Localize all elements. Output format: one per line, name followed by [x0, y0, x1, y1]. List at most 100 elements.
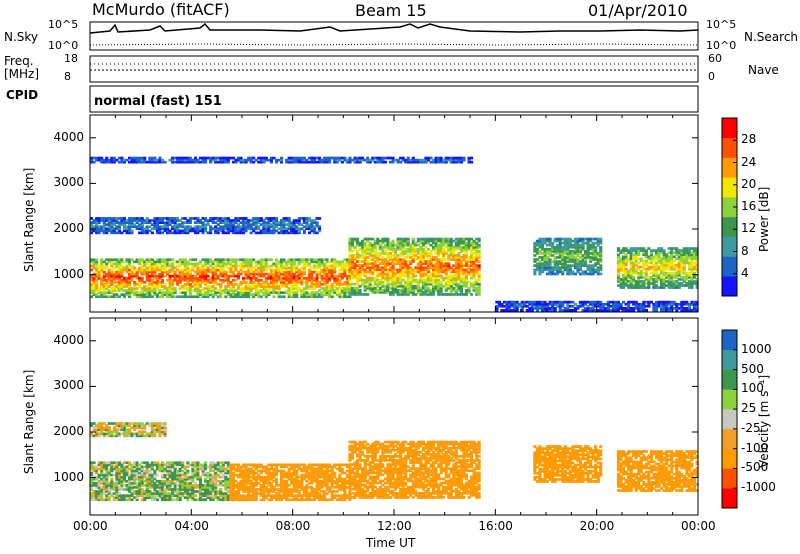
echo-cell [102, 484, 106, 487]
echo-cell [401, 284, 405, 288]
echo-cell [538, 300, 542, 304]
echo-cell [472, 266, 476, 270]
echo-cell [442, 278, 446, 282]
echo-cell [328, 264, 332, 268]
echo-cell [292, 262, 296, 266]
echo-cell [186, 287, 190, 290]
echo-cell [437, 254, 441, 257]
echo-cell [444, 272, 448, 276]
echo-cell [295, 158, 299, 162]
echo-cell [176, 283, 180, 286]
echo-cell [383, 272, 387, 276]
echo-cell [305, 217, 309, 220]
echo-cell [348, 278, 352, 282]
echo-cell [447, 278, 451, 282]
echo-cell [434, 158, 438, 162]
echo-cell [670, 265, 674, 269]
echo-cell [356, 250, 360, 253]
echo-cell [586, 243, 590, 247]
echo-cell [340, 295, 344, 299]
echo-cell [508, 300, 512, 304]
echo-cell [214, 276, 218, 280]
echo-cell [404, 289, 408, 292]
echo-cell [401, 266, 405, 270]
echo-cell [376, 264, 380, 267]
echo-cell [470, 252, 474, 255]
echo-cell [282, 219, 286, 222]
echo-cell [277, 274, 281, 278]
echo-cell [117, 486, 121, 489]
echo-cell [685, 253, 689, 257]
echo-cell [444, 280, 448, 284]
echo-cell [682, 249, 686, 252]
echo-cell [363, 274, 367, 278]
echo-cell [477, 250, 481, 253]
echo-cell [584, 258, 588, 261]
echo-cell [619, 278, 623, 281]
echo-cell [300, 272, 304, 276]
echo-cell [92, 225, 96, 229]
echo-cell [421, 291, 425, 294]
echo-cell [90, 287, 94, 290]
echo-cell [591, 270, 595, 274]
echo-cell [242, 295, 246, 299]
echo-cell [350, 158, 354, 162]
echo-cell [345, 278, 349, 282]
echo-cell [629, 309, 633, 312]
echo-cell [345, 291, 349, 294]
echo-cell [160, 260, 164, 264]
echo-cell [302, 221, 306, 224]
echo-cell [148, 287, 152, 290]
echo-cell [475, 282, 479, 286]
echo-cell [267, 285, 271, 288]
echo-cell [173, 270, 177, 274]
echo-cell [148, 281, 152, 284]
echo-cell [295, 276, 299, 280]
echo-cell [340, 266, 344, 270]
echo-cell [654, 267, 658, 271]
echo-cell [386, 270, 390, 274]
echo-cell [660, 267, 664, 271]
echo-cell [97, 486, 101, 489]
echo-cell [138, 258, 142, 262]
echo-cell [538, 237, 542, 241]
echo-cell [224, 221, 228, 224]
echo-cell [566, 302, 570, 306]
echo-cell [297, 227, 301, 231]
echo-cell [584, 264, 588, 267]
echo-cell [320, 270, 324, 274]
echo-cell [297, 287, 301, 290]
echo-cell [421, 158, 425, 162]
echo-cell [452, 252, 456, 255]
echo-cell [348, 239, 352, 243]
echo-cell [596, 309, 600, 312]
echo-cell [204, 262, 208, 266]
echo-cell [599, 252, 603, 255]
echo-cell [310, 295, 314, 299]
echo-cell [171, 293, 175, 296]
echo-cell [604, 307, 608, 310]
echo-cell [244, 287, 248, 290]
echo-cell [371, 264, 375, 267]
echo-cell [644, 278, 648, 281]
echo-cell [660, 300, 664, 304]
echo-cell [551, 307, 555, 310]
echo-cell [287, 227, 291, 231]
echo-cell [540, 245, 544, 249]
echo-cell [92, 490, 96, 493]
echo-cell [591, 304, 595, 308]
echo-cell [307, 156, 311, 160]
echo-cell [236, 264, 240, 268]
echo-cell [145, 266, 149, 270]
echo-cell [629, 249, 633, 252]
echo-cell [188, 274, 192, 278]
echo-cell [540, 239, 544, 243]
echo-cell [112, 160, 116, 164]
echo-cell [226, 274, 230, 278]
echo-cell [350, 266, 354, 270]
echo-cell [561, 256, 565, 259]
echo-cell [312, 227, 316, 231]
echo-cell [690, 284, 694, 287]
echo-cell [561, 300, 565, 304]
echo-cell [166, 295, 170, 299]
